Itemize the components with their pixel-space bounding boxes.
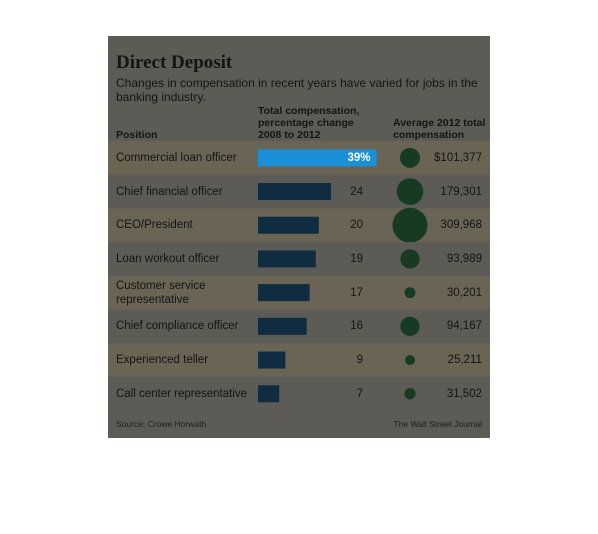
bubble (404, 388, 416, 400)
value-label: 93,989 (446, 252, 482, 265)
value-label: 20 (350, 219, 363, 232)
bubble (404, 287, 416, 299)
value-label: 25,211 (447, 354, 482, 367)
bar (258, 183, 331, 201)
bubble (405, 355, 415, 366)
category-label: Call center representative (116, 387, 248, 400)
bubble (400, 316, 420, 336)
value-label: 7 (356, 387, 363, 400)
bubble (396, 178, 424, 205)
category-label: Commercial loan officer (116, 151, 237, 164)
bubble (400, 249, 420, 269)
bar (258, 385, 280, 403)
source: Source: Crowe Horwath (116, 419, 207, 429)
bar (258, 250, 316, 268)
chart-panel: Direct Deposit Changes in compensation i… (108, 36, 490, 438)
value-label: 31,502 (446, 387, 482, 400)
bubble (399, 147, 421, 168)
value-label: 16 (350, 320, 363, 333)
value-label: 94,167 (446, 320, 482, 333)
bar (258, 317, 307, 335)
value-label: 39% (347, 151, 371, 164)
bar (258, 351, 286, 369)
value-label: 24 (350, 185, 363, 198)
category-label: Chief financial officer (116, 185, 223, 198)
bubble (392, 207, 428, 243)
category-label: CEO/President (116, 219, 193, 232)
column-header: Average 2012 total compensation (393, 117, 486, 141)
row-band (108, 376, 490, 411)
bar (258, 284, 310, 302)
column-header: Position (116, 129, 158, 141)
value-label: 179,301 (440, 185, 482, 198)
bar (258, 216, 319, 234)
chart-title: Direct Deposit (116, 52, 233, 73)
chart-marks (108, 141, 490, 411)
credit: The Wall Street Journal (393, 419, 483, 429)
row-band (108, 343, 490, 377)
value-label: 9 (356, 354, 363, 367)
value-label: 309,968 (440, 219, 482, 232)
value-label: 17 (350, 286, 363, 299)
column-header: Total compensation, percentage change 20… (258, 105, 360, 141)
category-label: Chief compliance officer (116, 320, 239, 333)
bar (258, 149, 377, 167)
chart-subtitle: Changes in compensation in recent years … (116, 76, 478, 104)
category-label: Experienced teller (116, 354, 209, 367)
category-label: Loan workout officer (116, 252, 220, 265)
category-label: Customer service representative (116, 279, 206, 306)
value-label: $101,377 (434, 151, 482, 164)
value-label: 30,201 (446, 286, 482, 299)
value-label: 19 (350, 252, 363, 265)
